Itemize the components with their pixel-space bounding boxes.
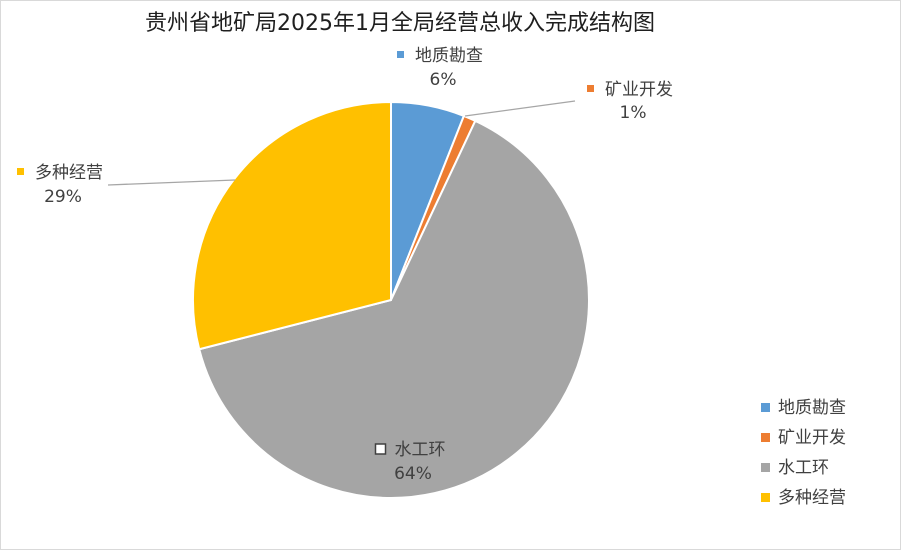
data-label-name: 地质勘查	[415, 46, 483, 66]
data-label-marker	[397, 51, 404, 58]
data-label-name: 水工环	[395, 440, 446, 460]
data-label-value: 6%	[430, 70, 457, 90]
data-label-marker	[587, 85, 594, 92]
legend-swatch	[761, 403, 770, 412]
data-label-value: 1%	[620, 103, 647, 123]
legend-label: 地质勘查	[778, 398, 846, 418]
legend-swatch	[761, 493, 770, 502]
legend-label: 矿业开发	[778, 428, 846, 448]
leader-line	[107, 179, 236, 186]
data-label-value: 29%	[44, 187, 82, 207]
legend-label: 水工环	[778, 458, 829, 478]
legend-swatch	[761, 433, 770, 442]
data-label-name: 多种经营	[35, 163, 103, 183]
pie-slice	[192, 100, 392, 351]
data-label-marker	[17, 168, 24, 175]
pie-slice	[198, 119, 590, 499]
data-label-marker	[374, 443, 387, 455]
chart-title: 贵州省地矿局2025年1月全局经营总收入完成结构图	[145, 11, 655, 36]
legend-label: 多种经营	[778, 488, 846, 508]
data-label-name: 矿业开发	[605, 80, 673, 100]
legend-swatch	[761, 463, 770, 472]
data-label-value: 64%	[394, 464, 432, 484]
leader-line	[464, 100, 576, 117]
